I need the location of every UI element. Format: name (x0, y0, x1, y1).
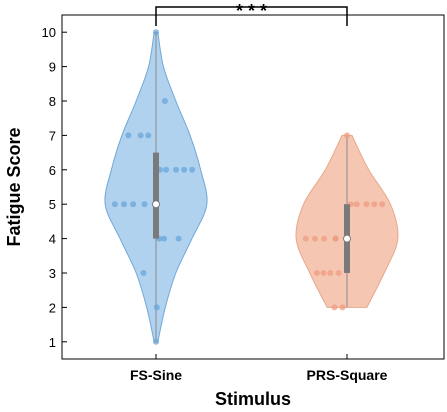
data-point (311, 235, 318, 242)
x-axis-title: Stimulus (215, 389, 291, 409)
plot-frame (61, 14, 445, 360)
axes-layer (61, 14, 445, 360)
y-ticks: 1 2 3 4 5 6 7 8 9 10 (42, 25, 67, 350)
data-point (145, 132, 152, 139)
y-tick-label: 5 (49, 197, 56, 212)
data-point (335, 270, 342, 276)
data-point (339, 304, 346, 311)
data-point (141, 201, 148, 208)
bracket-line (155, 6, 348, 26)
data-point (363, 201, 370, 208)
y-tick-label: 4 (49, 232, 56, 247)
y-tick-label: 6 (49, 163, 56, 178)
y-tick-label: 8 (49, 94, 56, 109)
data-point (379, 201, 386, 208)
data-point (153, 29, 159, 36)
median-marker (152, 200, 160, 209)
y-axis-title: Fatigue Score (4, 127, 24, 246)
data-point (327, 270, 334, 276)
data-point (140, 270, 147, 276)
data-point (125, 132, 132, 139)
median-marker (343, 234, 351, 243)
y-tick-label: 9 (49, 60, 56, 75)
data-point (302, 235, 309, 242)
x-tick-label-fs-sine: FS-Sine (130, 367, 182, 383)
data-point (130, 201, 137, 208)
data-point (153, 304, 160, 311)
data-point (161, 98, 168, 104)
data-point (371, 201, 378, 208)
data-point (175, 235, 182, 242)
violin-prs-square (295, 132, 399, 311)
y-tick-label: 10 (42, 25, 56, 40)
data-point (189, 166, 196, 173)
significance-label: * * * (236, 1, 267, 21)
significance-bracket: * * * (155, 1, 348, 26)
data-point (344, 132, 350, 139)
data-point (153, 338, 159, 345)
data-point (120, 201, 127, 208)
data-point (313, 270, 320, 276)
y-tick-label: 3 (49, 266, 56, 281)
data-point (137, 132, 144, 139)
data-point (161, 235, 168, 242)
data-point (320, 270, 327, 276)
data-point (163, 166, 170, 173)
data-point (111, 201, 118, 208)
y-tick-label: 2 (49, 300, 56, 315)
y-tick-label: 1 (49, 335, 56, 350)
data-point (332, 235, 339, 242)
data-point (321, 235, 328, 242)
data-point (173, 166, 180, 173)
data-point (181, 166, 188, 173)
y-tick-label: 7 (49, 128, 56, 143)
iqr-box (153, 152, 159, 239)
violins-layer (104, 29, 399, 345)
data-point (331, 304, 338, 311)
data-point (353, 201, 360, 208)
x-ticks: FS-Sine PRS-Square (130, 354, 388, 383)
x-tick-label-prs-square: PRS-Square (307, 367, 388, 383)
violin-fs-sine (104, 29, 208, 345)
